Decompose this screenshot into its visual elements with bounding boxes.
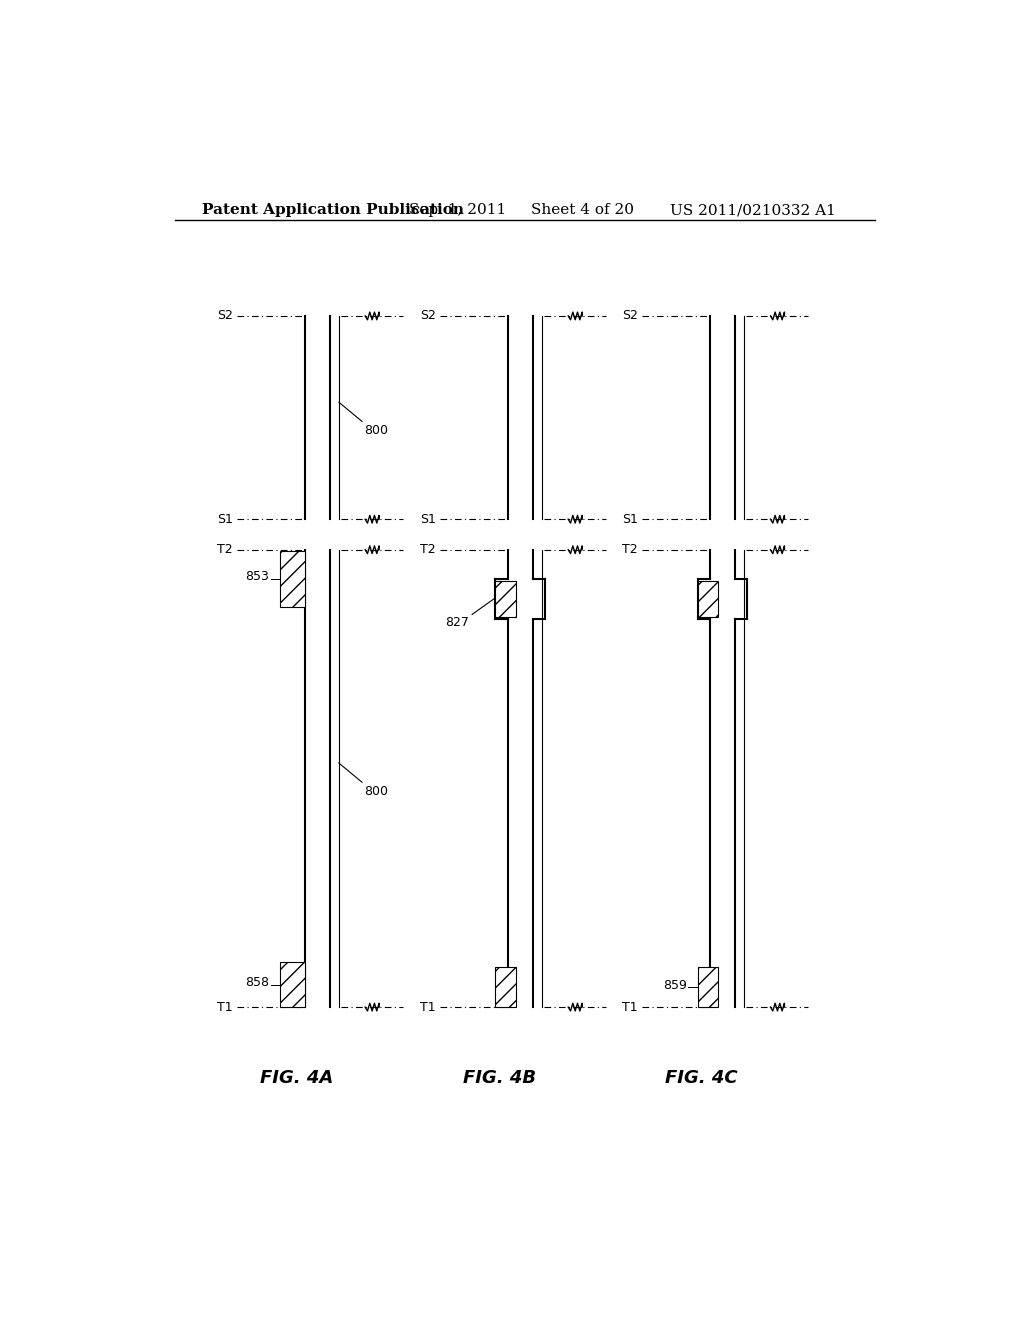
Text: T2: T2: [420, 544, 435, 556]
Text: S2: S2: [217, 309, 232, 322]
Text: 827: 827: [445, 616, 469, 628]
Text: Sep. 1, 2011: Sep. 1, 2011: [409, 203, 506, 216]
Text: S1: S1: [622, 512, 638, 525]
Text: 859: 859: [663, 978, 687, 991]
Bar: [697, 581, 718, 618]
Bar: [697, 968, 718, 1007]
Text: T1: T1: [623, 1001, 638, 1014]
Text: FIG. 4A: FIG. 4A: [260, 1069, 333, 1086]
Text: T2: T2: [217, 544, 232, 556]
Text: 858: 858: [245, 975, 269, 989]
Text: S1: S1: [217, 512, 232, 525]
Text: 800: 800: [365, 784, 388, 797]
Bar: [496, 968, 515, 1007]
Text: S1: S1: [420, 512, 435, 525]
Text: S2: S2: [420, 309, 435, 322]
Bar: [496, 581, 515, 618]
Text: US 2011/0210332 A1: US 2011/0210332 A1: [671, 203, 837, 216]
Bar: [280, 552, 305, 607]
Text: T1: T1: [217, 1001, 232, 1014]
Text: 853: 853: [245, 570, 269, 582]
Text: FIG. 4B: FIG. 4B: [463, 1069, 536, 1086]
Text: S2: S2: [622, 309, 638, 322]
Text: FIG. 4C: FIG. 4C: [665, 1069, 737, 1086]
Text: T1: T1: [420, 1001, 435, 1014]
Bar: [280, 962, 305, 1007]
Text: T2: T2: [623, 544, 638, 556]
Text: Patent Application Publication: Patent Application Publication: [202, 203, 464, 216]
Text: Sheet 4 of 20: Sheet 4 of 20: [531, 203, 634, 216]
Text: 800: 800: [365, 424, 388, 437]
